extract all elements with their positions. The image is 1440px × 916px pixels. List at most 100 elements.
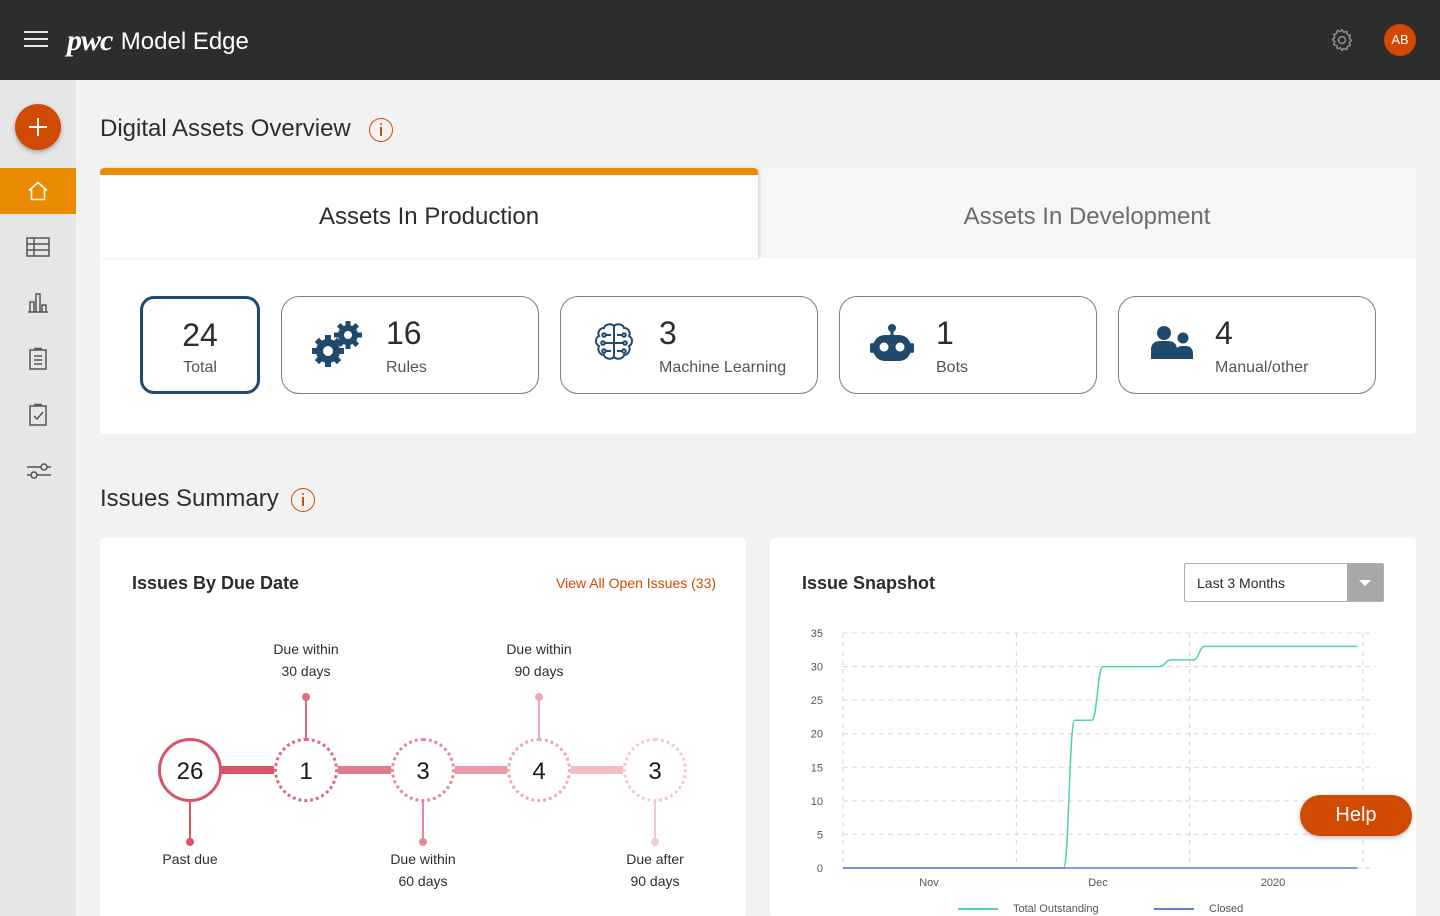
home-icon [28,181,48,201]
filter-settings-icon [27,463,51,479]
tab-assets-in-development[interactable]: Assets In Development [758,168,1416,258]
nav-settings[interactable] [0,448,76,494]
node-dot [186,838,194,846]
user-avatar[interactable]: AB [1384,24,1416,56]
x-tick-label: 2020 [1261,877,1285,889]
node-dot [302,693,310,701]
due-node-after-90-days[interactable]: 3 [623,738,687,802]
node-label: Due within 30 days [246,638,366,682]
stat-manual-value: 4 [1215,315,1233,351]
stat-machine-learning[interactable]: 3 Machine Learning [560,296,818,394]
y-tick-label: 30 [811,662,823,674]
node-label: Due within 90 days [479,638,599,682]
x-tick-label: Dec [1088,877,1108,889]
nav-tasks[interactable] [0,392,76,438]
page-title: Digital Assets Overview [100,115,351,142]
timeline-connector [450,766,512,774]
gears-icon [312,321,362,367]
table-icon [26,237,50,257]
issues-summary-title: Issues Summary [100,485,279,512]
bar-chart-icon [28,293,48,313]
node-label-line: Due after [626,851,684,867]
legend-label: Closed [1209,903,1243,915]
node-label-line: Due within [506,641,572,657]
due-node-90-days[interactable]: 4 [507,738,571,802]
y-tick-label: 20 [811,729,823,741]
issue-snapshot-card: Issue Snapshot Last 3 Months 0 5 10 15 20 25 3… [770,538,1416,916]
menu-icon[interactable] [24,31,48,49]
nav-reports[interactable] [0,280,76,326]
due-node-past-due[interactable]: 26 [158,738,222,802]
due-node-60-days[interactable]: 3 [391,738,455,802]
y-tick-label: 15 [811,762,823,774]
series-line [843,645,1358,869]
card-title: Issue Snapshot [802,573,936,593]
stat-ml-label: Machine Learning [659,359,787,376]
app-logo[interactable]: pwc Model Edge [67,24,249,58]
stat-rules[interactable]: 16 Rules [281,296,539,394]
legend-label: Total Outstanding [1013,903,1099,915]
stat-total[interactable]: 24 Total [140,296,260,394]
nav-documents[interactable] [0,336,76,382]
view-all-open-issues-link[interactable]: View All Open Issues (33) [556,575,717,591]
due-node-30-days[interactable]: 1 [274,738,338,802]
node-label-line: 90 days [630,873,680,889]
stat-bots[interactable]: 1 Bots [839,296,1097,394]
node-dot [651,838,659,846]
nav-table[interactable] [0,224,76,270]
sidebar [0,80,76,916]
help-button[interactable]: Help [1300,795,1412,836]
app-name: Model Edge [120,28,249,55]
node-label-line: 60 days [398,873,448,889]
node-label: Due after 90 days [595,848,715,892]
robot-icon [870,324,914,361]
stat-ml-value: 3 [659,315,677,351]
clipboard-icon [29,347,47,370]
people-icon [1151,326,1193,359]
stat-bots-value: 1 [936,315,954,351]
issues-by-due-date-card: Issues By Due Date View All Open Issues … [100,538,746,916]
x-tick-label: Nov [919,877,939,889]
timeline-connector [566,766,628,774]
add-button[interactable] [15,104,61,150]
stat-total-label: Total [183,359,217,376]
y-tick-label: 10 [811,796,823,808]
y-tick-label: 35 [811,628,823,640]
top-bar: pwc Model Edge AB [0,0,1440,80]
y-tick-label: 25 [811,695,823,707]
node-label: Past due [130,848,250,870]
y-tick-label: 0 [817,863,823,875]
timeline-connector [218,766,280,774]
nav-home[interactable] [0,168,76,214]
node-label-line: Due within [273,641,339,657]
node-label-line: 90 days [514,663,564,679]
info-icon[interactable] [291,488,315,512]
chevron-down-icon[interactable] [1347,564,1383,601]
due-date-timeline [186,693,659,846]
period-select-value: Last 3 Months [1197,575,1285,591]
issue-snapshot-chart: 0 5 10 15 20 25 30 35 Nov Dec 2020 Total Outstandi… [811,628,1375,915]
info-icon[interactable] [369,118,393,142]
brand-logo: pwc [67,24,113,57]
stat-total-value: 24 [182,317,218,353]
y-tick-label: 5 [817,829,823,841]
checklist-icon [29,403,47,426]
timeline-connector [334,766,396,774]
card-title: Issues By Due Date [132,573,300,593]
stat-manual[interactable]: 4 Manual/other [1118,296,1376,394]
node-dot [419,838,427,846]
tab-assets-in-production[interactable]: Assets In Production [100,168,758,258]
stat-rules-label: Rules [386,359,427,376]
stat-rules-value: 16 [386,315,422,351]
node-dot [535,693,543,701]
stat-bots-label: Bots [936,359,969,376]
period-select[interactable]: Last 3 Months [1184,563,1384,602]
stat-manual-label: Manual/other [1215,359,1309,376]
node-label: Due within 60 days [363,848,483,892]
assets-panel: Assets In Production Assets In Developme… [100,168,1416,434]
node-label-line: Past due [162,851,218,867]
gear-icon[interactable] [1329,27,1355,53]
node-label-line: 30 days [281,663,331,679]
brain-icon [595,323,633,360]
node-label-line: Due within [390,851,456,867]
